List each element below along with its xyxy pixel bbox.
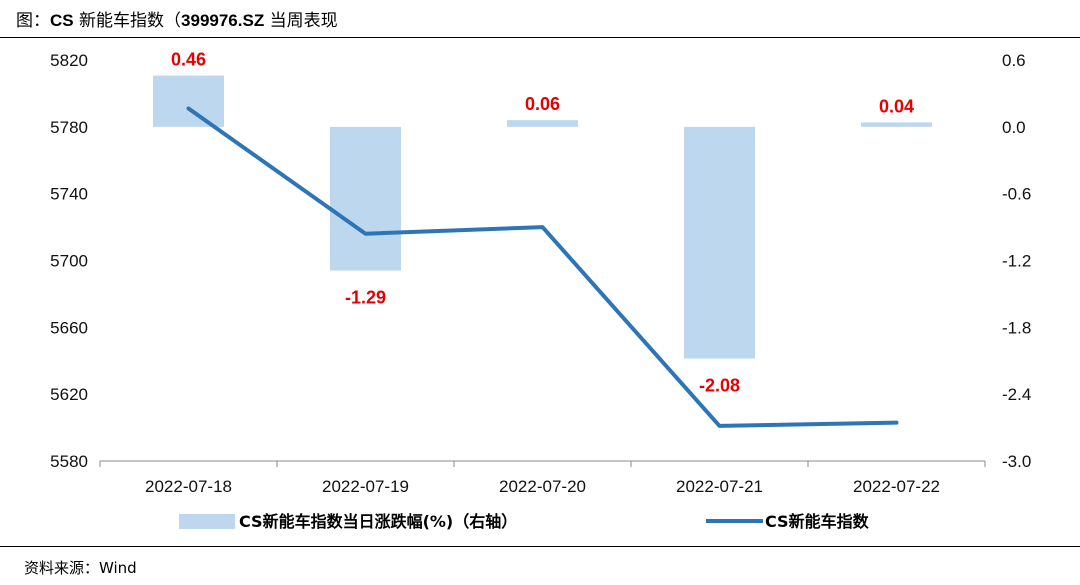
bar-data-label: 0.06 — [525, 94, 560, 114]
right-axis-tick-label: -2.4 — [1002, 385, 1031, 404]
legend-bar-label: CS新能车指数当日涨跌幅(%)（右轴） — [239, 512, 517, 531]
change-bar — [507, 120, 578, 127]
change-bar — [684, 126, 755, 359]
left-axis-tick-label: 5660 — [50, 318, 88, 337]
change-bar — [330, 126, 401, 271]
bottom-rule — [0, 546, 1080, 547]
change-bar — [153, 75, 224, 127]
source-note: 资料来源：Wind — [24, 559, 137, 577]
chart-title: 图：CS 新能车指数（399976.SZ 当周表现 — [16, 6, 338, 31]
legend-bar-swatch — [179, 514, 235, 529]
x-axis-tick-label: 2022-07-21 — [676, 477, 763, 496]
bar-data-label: 0.46 — [171, 50, 206, 70]
left-axis-tick-label: 5740 — [50, 185, 88, 204]
title-end: 当周表现 — [264, 11, 338, 31]
x-axis-tick-label: 2022-07-20 — [499, 477, 586, 496]
bar-data-label: 0.04 — [879, 96, 914, 116]
right-axis-tick-label: -3.0 — [1002, 452, 1031, 471]
left-axis-tick-label: 5780 — [50, 118, 88, 137]
right-axis-tick-label: 0.0 — [1002, 118, 1026, 137]
title-prefix: 图： — [16, 11, 50, 31]
title-bold: CS — [50, 11, 74, 30]
x-axis-tick-label: 2022-07-22 — [853, 477, 940, 496]
legend-line-label: CS新能车指数 — [765, 512, 870, 531]
bar-data-label: -2.08 — [699, 376, 740, 396]
index-line — [186, 106, 899, 428]
left-axis-tick-label: 5820 — [50, 51, 88, 70]
right-axis-tick-label: -1.2 — [1002, 252, 1031, 271]
left-axis-tick-label: 5620 — [50, 385, 88, 404]
change-bar — [861, 122, 932, 127]
x-axis-tick-label: 2022-07-19 — [322, 477, 409, 496]
top-rule — [0, 37, 1080, 38]
title-mid: 新能车指数（ — [73, 11, 182, 31]
x-axis-tick-label: 2022-07-18 — [145, 477, 232, 496]
right-axis-tick-label: -1.8 — [1002, 318, 1031, 337]
left-axis-tick-label: 5700 — [50, 252, 88, 271]
bar-data-label: -1.29 — [345, 288, 386, 308]
title-code: 399976.SZ — [181, 11, 265, 30]
left-axis-tick-label: 5580 — [50, 452, 88, 471]
right-axis-tick-label: -0.6 — [1002, 185, 1031, 204]
right-axis-tick-label: 0.6 — [1002, 51, 1026, 70]
